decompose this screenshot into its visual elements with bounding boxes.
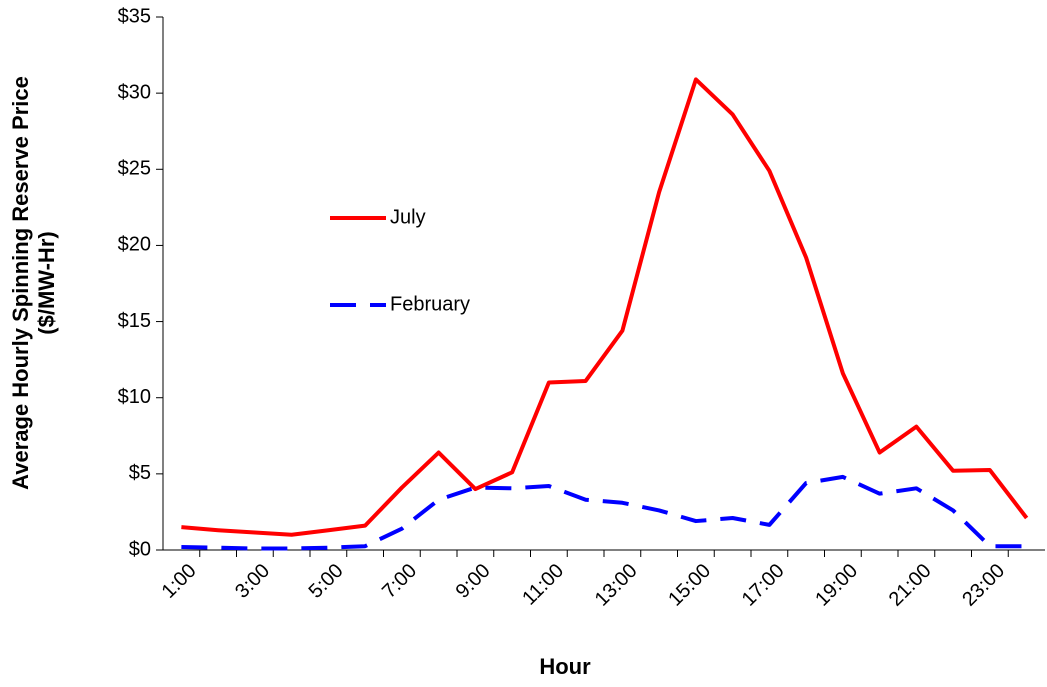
x-tick-label: 15:00 [664, 560, 715, 611]
x-tick-label: 19:00 [811, 560, 862, 611]
legend-label: July [390, 206, 426, 228]
x-tick-label: 11:00 [518, 560, 568, 610]
y-tick-label: $5 [129, 462, 151, 484]
x-tick-label: 21:00 [885, 560, 936, 611]
x-axis-title: Hour [539, 654, 591, 679]
y-tick-label: $30 [118, 81, 151, 103]
series-line [181, 474, 1027, 551]
y-tick-label: $20 [118, 234, 151, 256]
legend-label: February [390, 293, 470, 315]
x-tick-label: 13:00 [591, 560, 642, 611]
x-tick-label: 1:00 [158, 560, 201, 603]
x-tick-label: 7:00 [378, 560, 421, 603]
x-tick-label: 23:00 [958, 560, 1009, 611]
series-line [181, 77, 1029, 537]
x-tick-label: 9:00 [452, 560, 495, 603]
x-tick-label: 3:00 [231, 560, 274, 603]
x-tick-label: 17:00 [738, 560, 789, 611]
y-tick-label: $0 [129, 538, 151, 560]
y-tick-label: $10 [118, 386, 151, 408]
y-tick-label: $25 [118, 158, 151, 180]
x-tick-label: 5:00 [305, 560, 348, 603]
y-axis-title-line: ($/MW-Hr) [34, 231, 59, 334]
y-axis-title-line: Average Hourly Spinning Reserve Price [8, 76, 33, 490]
y-axis-title: Average Hourly Spinning Reserve Price ($… [8, 76, 59, 490]
y-tick-label: $15 [118, 310, 151, 332]
y-tick-label: $35 [118, 5, 151, 27]
